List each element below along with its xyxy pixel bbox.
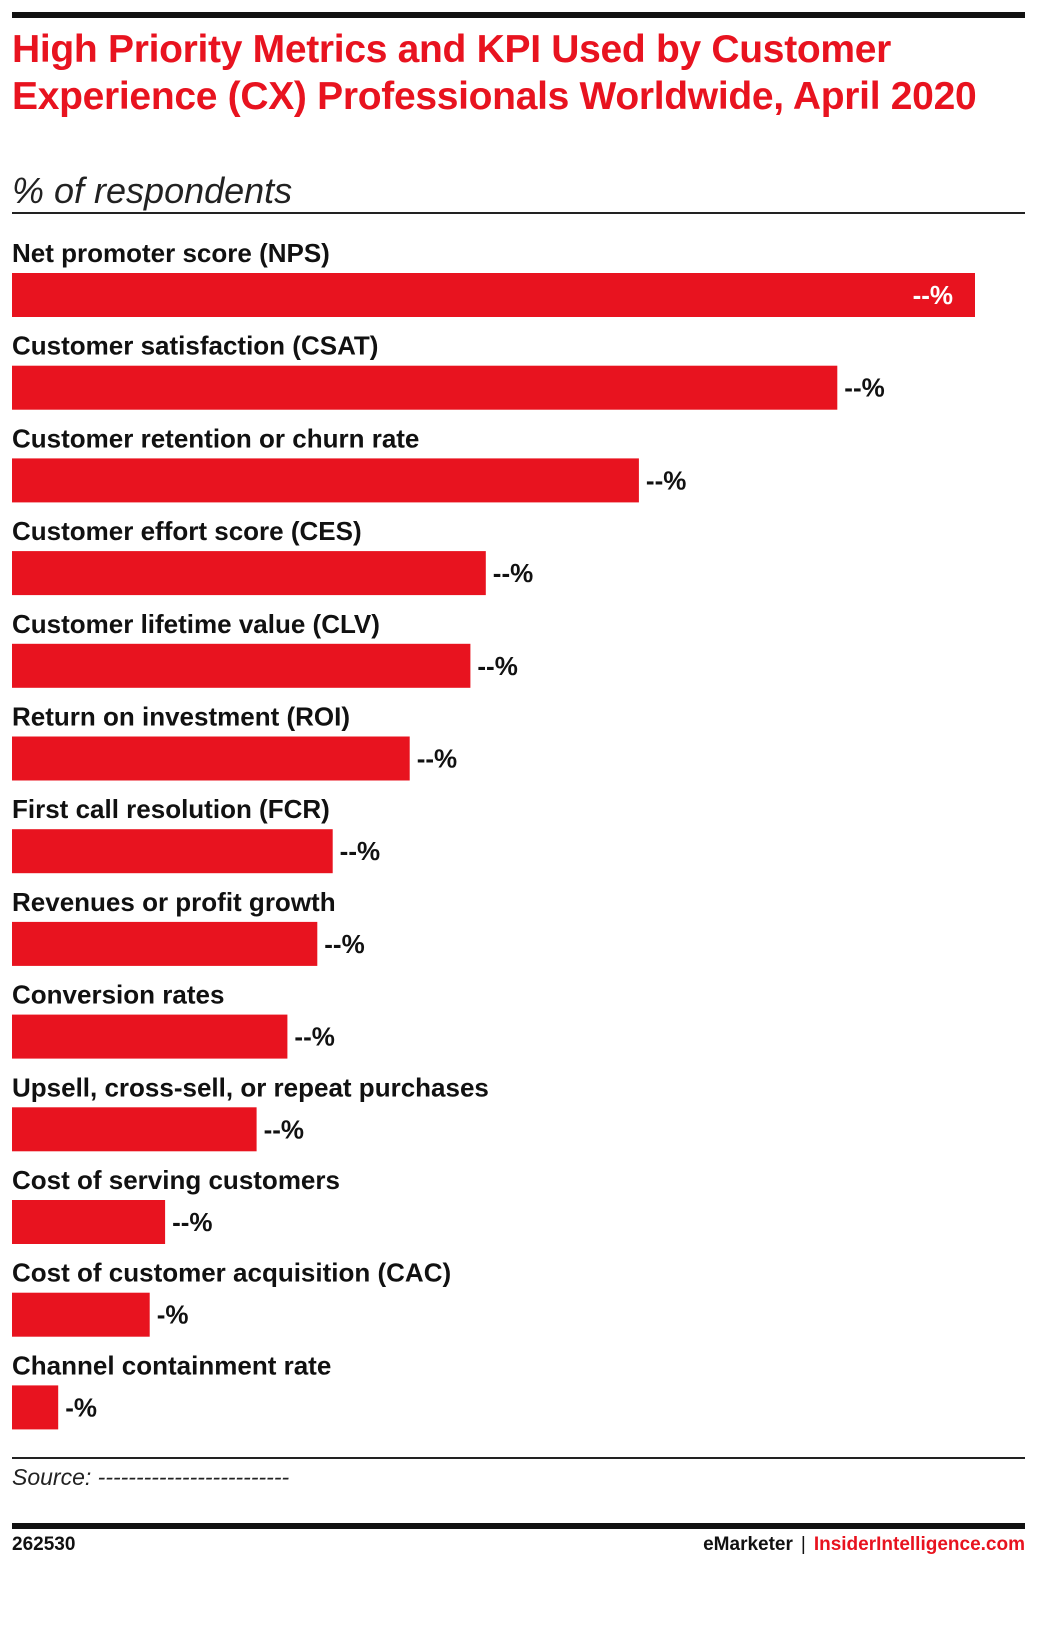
category-label-net-promoter-score-nps: Net promoter score (NPS) [12, 238, 330, 268]
value-label-cost-of-customer-acquisition-cac: -% [157, 1300, 189, 1330]
footer-divider [12, 1457, 1025, 1459]
bar-upsell-cross-sell-or-repeat-purchases [12, 1107, 257, 1152]
chart-subtitle: % of respondents [12, 170, 293, 211]
value-label-customer-lifetime-value-clv: --% [477, 651, 517, 681]
category-label-conversion-rates: Conversion rates [12, 980, 224, 1010]
bar-net-promoter-score-nps [12, 273, 975, 317]
bar-customer-satisfaction-csat [12, 365, 838, 410]
bar-conversion-rates [12, 1014, 288, 1059]
category-label-customer-satisfaction-csat: Customer satisfaction (CSAT) [12, 331, 378, 361]
value-label-upsell-cross-sell-or-repeat-purchases: --% [264, 1114, 304, 1144]
bar-channel-containment-rate [12, 1385, 59, 1430]
category-label-first-call-resolution-fcr: First call resolution (FCR) [12, 794, 330, 824]
bar-cost-of-serving-customers [12, 1200, 166, 1244]
value-label-cost-of-serving-customers: --% [172, 1207, 212, 1237]
bar-customer-effort-score-ces [12, 551, 486, 596]
bar-chart: Net promoter score (NPS) --% Customer sati… [12, 238, 975, 1430]
category-label-revenues-or-profit-growth: Revenues or profit growth [12, 887, 336, 917]
bar-return-on-investment-roi [12, 736, 410, 781]
top-rule [12, 12, 1025, 18]
category-label-customer-effort-score-ces: Customer effort score (CES) [12, 516, 362, 546]
header-divider [12, 212, 1025, 214]
brand-name: eMarketer [703, 1534, 793, 1555]
chart-id: 262530 [12, 1534, 76, 1555]
bottom-rule [12, 1523, 1025, 1529]
value-label-return-on-investment-roi: --% [417, 744, 457, 774]
bar-revenues-or-profit-growth [12, 921, 318, 966]
category-label-cost-of-serving-customers: Cost of serving customers [12, 1165, 340, 1195]
credit-line: eMarketer | InsiderIntelligence.com [703, 1534, 1025, 1556]
bar-customer-retention-or-churn-rate [12, 458, 639, 503]
value-label-customer-satisfaction-csat: --% [844, 373, 884, 403]
value-label-revenues-or-profit-growth: --% [324, 929, 364, 959]
category-label-customer-lifetime-value-clv: Customer lifetime value (CLV) [12, 609, 380, 639]
credit-separator: | [800, 1534, 806, 1555]
category-label-cost-of-customer-acquisition-cac: Cost of customer acquisition (CAC) [12, 1258, 451, 1288]
value-label-net-promoter-score-nps: --% [913, 280, 953, 310]
category-label-customer-retention-or-churn-rate: Customer retention or churn rate [12, 423, 419, 453]
source-note: Source: ------------------------- [12, 1464, 290, 1490]
chart-title: High Priority Metrics and KPI Used by Cu… [12, 28, 977, 118]
value-label-customer-effort-score-ces: --% [493, 558, 533, 588]
bar-first-call-resolution-fcr [12, 829, 333, 874]
value-label-first-call-resolution-fcr: --% [340, 836, 380, 866]
category-label-channel-containment-rate: Channel containment rate [12, 1350, 331, 1380]
value-label-conversion-rates: --% [294, 1022, 334, 1052]
category-label-return-on-investment-roi: Return on investment (ROI) [12, 702, 350, 732]
value-label-channel-containment-rate: -% [65, 1392, 97, 1422]
site-link[interactable]: InsiderIntelligence.com [813, 1534, 1025, 1555]
bar-customer-lifetime-value-clv [12, 643, 471, 688]
value-label-customer-retention-or-churn-rate: --% [646, 465, 686, 495]
bar-cost-of-customer-acquisition-cac [12, 1292, 150, 1337]
category-label-upsell-cross-sell-or-repeat-purchases: Upsell, cross-sell, or repeat purchases [12, 1072, 489, 1102]
